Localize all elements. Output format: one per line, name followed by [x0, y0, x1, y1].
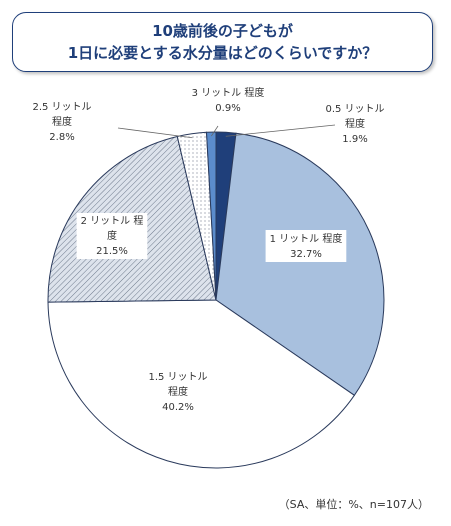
- slice-label-0: 0.5 リットル程度 1.9%: [325, 104, 384, 145]
- leader-line-4: [117, 127, 193, 139]
- slice-label-bg-1: [265, 230, 347, 262]
- slice-label-2: 1.5 リットル程度 40.2%: [148, 372, 207, 413]
- leader-line-0: [225, 124, 336, 137]
- slice-label-bg-3: [76, 213, 148, 259]
- slice-label-5: 3 リットル 程度 0.9%: [192, 86, 265, 114]
- chart-title-line-1: 10歳前後の子どもが: [152, 22, 293, 40]
- slice-label-bg-2: [144, 370, 212, 415]
- title-box: 10歳前後の子どもが 1日に必要とする水分量はどのくらいですか？: [12, 12, 433, 72]
- chart-title-line-2: 1日に必要とする水分量はどのくらいですか？: [67, 44, 378, 62]
- pie-slice-5: [205, 131, 217, 301]
- slice-label-4: 2.5 リットル程度 2.8%: [32, 102, 91, 143]
- pie-slice-1: [215, 132, 385, 396]
- sample-note: （SA、単位：%、n=107人）: [278, 498, 429, 511]
- slice-label-3: 2 リットル 程度 21.5%: [81, 215, 144, 257]
- leader-line-5: [211, 125, 219, 137]
- slice-label-1: 1 リットル 程度 32.7%: [270, 232, 343, 260]
